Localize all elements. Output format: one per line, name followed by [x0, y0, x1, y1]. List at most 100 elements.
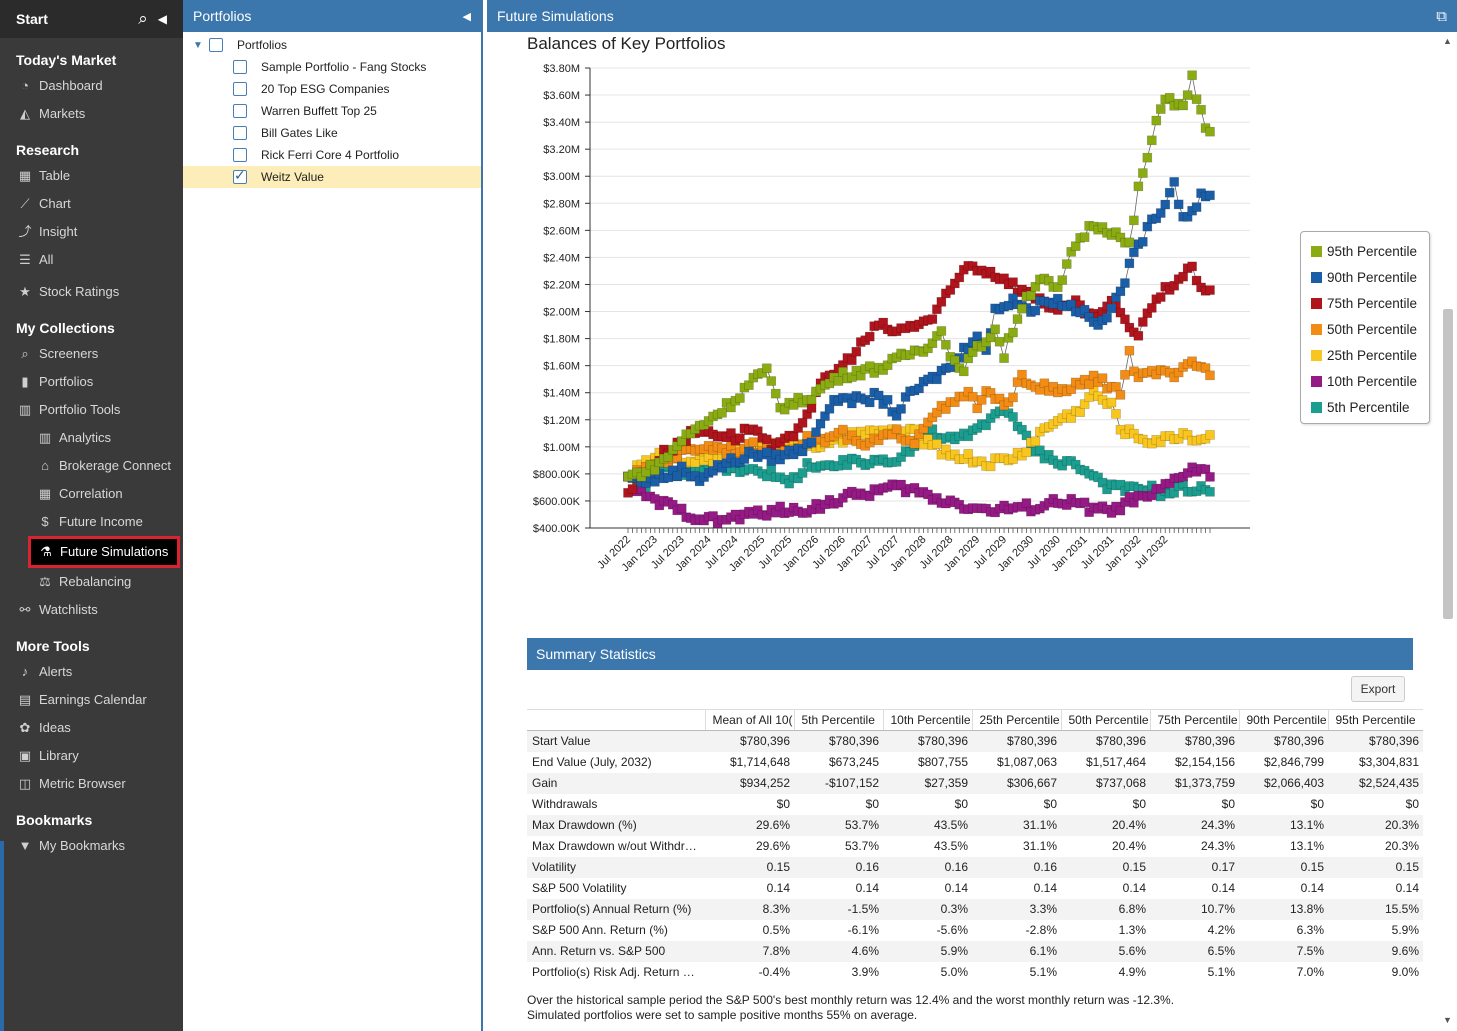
portfolio-list-item[interactable]: Rick Ferri Core 4 Portfolio	[183, 144, 481, 166]
portfolio-checkbox[interactable]	[233, 82, 247, 96]
column-header[interactable]	[527, 709, 705, 731]
nav-item-future-simulations[interactable]: ⚗ Future Simulations	[28, 536, 180, 568]
nav-item-alerts[interactable]: ♪ Alerts	[0, 658, 183, 686]
legend-item[interactable]: 75th Percentile	[1301, 290, 1429, 316]
nav-title[interactable]: Start	[16, 11, 48, 27]
nav-item-earnings-calendar[interactable]: ▤ Earnings Calendar	[0, 686, 183, 714]
tree-root-label: Portfolios	[237, 38, 288, 52]
column-header[interactable]: 25th Percentile	[971, 709, 1061, 731]
scroll-thumb[interactable]	[1443, 309, 1453, 619]
table-cell: 13.1%	[1239, 814, 1328, 836]
balances-chart: $400.00K $600.00K $800.00K $1.00M $1.20M $1.4…	[533, 63, 1250, 574]
star-icon: ★	[19, 284, 31, 299]
nav-header: Start ⌕ ◀	[0, 0, 183, 38]
data-point	[882, 394, 893, 405]
nav-item-watchlists[interactable]: ⚯ Watchlists	[0, 596, 183, 624]
column-header[interactable]: 5th Percentile	[793, 709, 883, 731]
nav-item-chart[interactable]: ⟋ Chart	[0, 190, 183, 218]
data-point	[1178, 100, 1188, 111]
portfolio-checkbox[interactable]	[233, 104, 247, 118]
data-point	[1155, 292, 1166, 302]
data-point	[985, 332, 996, 343]
legend-swatch	[1311, 323, 1322, 335]
nav-item-ideas[interactable]: ✿ Ideas	[0, 714, 183, 742]
portfolio-tree-root[interactable]: ▼ Portfolios	[183, 34, 481, 56]
nav-item-future-income[interactable]: $ Future Income	[0, 508, 183, 536]
nav-item-portfolio-tools[interactable]: ▥ Portfolio Tools	[0, 396, 183, 424]
legend-item[interactable]: 95th Percentile	[1301, 238, 1429, 264]
portfolio-list-item[interactable]: Sample Portfolio - Fang Stocks	[183, 56, 481, 78]
legend-swatch	[1311, 297, 1322, 309]
nav-item-analytics[interactable]: ▥ Analytics	[0, 424, 183, 452]
nav-item-correlation[interactable]: ▦ Correlation	[0, 480, 183, 508]
data-point	[1008, 412, 1018, 422]
nav-section-title: My Collections	[16, 320, 115, 336]
y-tick-label: $3.60M	[543, 90, 580, 102]
nav-item-label: Table	[39, 168, 71, 183]
scroll-down-icon[interactable]: ▼	[1443, 1015, 1452, 1025]
column-header[interactable]: 50th Percentile	[1060, 709, 1150, 731]
search-icon[interactable]: ⌕	[138, 9, 148, 28]
data-point	[864, 397, 875, 408]
legend-item[interactable]: 5th Percentile	[1301, 394, 1429, 420]
table-cell: 31.1%	[1022, 839, 1057, 853]
export-button[interactable]: Export	[1351, 676, 1405, 702]
scrollbar[interactable]: ▲ ▼	[1441, 34, 1455, 1029]
collapse-panel-icon[interactable]: ◀	[462, 10, 471, 23]
legend-item[interactable]: 25th Percentile	[1301, 342, 1429, 368]
portfolio-checkbox[interactable]	[233, 148, 247, 162]
legend-item[interactable]: 90th Percentile	[1301, 264, 1429, 290]
data-point	[1187, 261, 1197, 272]
data-point	[672, 471, 683, 482]
data-point	[851, 346, 862, 357]
legend-item[interactable]: 50th Percentile	[1301, 316, 1429, 342]
row-label: S&P 500 Ann. Return (%)	[532, 923, 668, 937]
popout-icon[interactable]: ⧉	[1436, 7, 1447, 25]
data-point	[1205, 487, 1215, 497]
nav-item-rebalancing[interactable]: ⚖ Rebalancing	[0, 568, 183, 596]
legend-item[interactable]: 10th Percentile	[1301, 368, 1429, 394]
data-point	[1187, 70, 1197, 81]
nav-item-label: Ideas	[39, 720, 71, 735]
table-cell: 5.9%	[1391, 923, 1419, 937]
portfolio-list-item[interactable]: Warren Buffett Top 25	[183, 100, 481, 122]
nav-item-metric-browser[interactable]: ◫ Metric Browser	[0, 770, 183, 798]
table-cell: 7.8%	[705, 940, 794, 962]
collapse-nav-icon[interactable]: ◀	[157, 12, 167, 26]
portfolio-list-item[interactable]: Bill Gates Like	[183, 122, 481, 144]
column-header[interactable]: 95th Percentile	[1327, 709, 1423, 731]
scroll-up-icon[interactable]: ▲	[1443, 36, 1452, 46]
nav-item-stock-ratings[interactable]: ★ Stock Ratings	[0, 278, 183, 306]
column-header[interactable]: Mean of All 10(	[704, 709, 794, 731]
nav-item-brokerage-connect[interactable]: ⌂ Brokerage Connect	[0, 452, 183, 480]
table-cell: 20.3%	[1328, 814, 1423, 836]
nav-item-portfolios[interactable]: ▮ Portfolios	[0, 368, 183, 396]
nav-item-table[interactable]: ▦ Table	[0, 162, 183, 190]
column-header[interactable]: 75th Percentile	[1149, 709, 1239, 731]
nav-item-dashboard[interactable]: ◔ Dashboard	[0, 72, 183, 100]
insight-icon: ⤴	[18, 224, 32, 239]
table-cell: 1.3%	[1118, 923, 1146, 937]
legend-label: 10th Percentile	[1327, 373, 1418, 389]
column-header[interactable]: 10th Percentile	[882, 709, 972, 731]
column-header[interactable]: 90th Percentile	[1238, 709, 1328, 731]
nav-item-library[interactable]: ▣ Library	[0, 742, 183, 770]
nav-item-markets[interactable]: ◭ Markets	[0, 100, 183, 128]
expand-caret-icon[interactable]: ▼	[193, 39, 203, 51]
portfolio-checkbox[interactable]	[233, 60, 247, 74]
table-row: Volatility 0.15 0.16 0.16 0.16 0.15 0.17 0.15 0.…	[527, 856, 1423, 878]
data-point	[985, 461, 996, 472]
root-checkbox[interactable]	[209, 38, 223, 52]
portfolio-checkbox[interactable]	[233, 126, 247, 140]
nav-item-insight[interactable]: ⤴ Insight	[0, 218, 183, 246]
summary-statistics-table: Mean of All 10(5th Percentile 10th Percen…	[527, 709, 1423, 983]
portfolio-list-item[interactable]: 20 Top ESG Companies	[183, 78, 481, 100]
portfolio-list-item[interactable]: Weitz Value	[183, 166, 481, 188]
table-cell: 5.6%	[1061, 940, 1150, 962]
portfolio-checkbox[interactable]	[233, 167, 247, 184]
table-cell: 20.3%	[1384, 839, 1419, 853]
nav-item-screeners[interactable]: ⌕ Screeners	[0, 340, 183, 368]
nav-item-my-bookmarks[interactable]: ▼ My Bookmarks	[0, 832, 183, 860]
nav-item-all[interactable]: ☰ All	[0, 246, 183, 274]
table-cell: 20.4%	[1111, 839, 1146, 853]
